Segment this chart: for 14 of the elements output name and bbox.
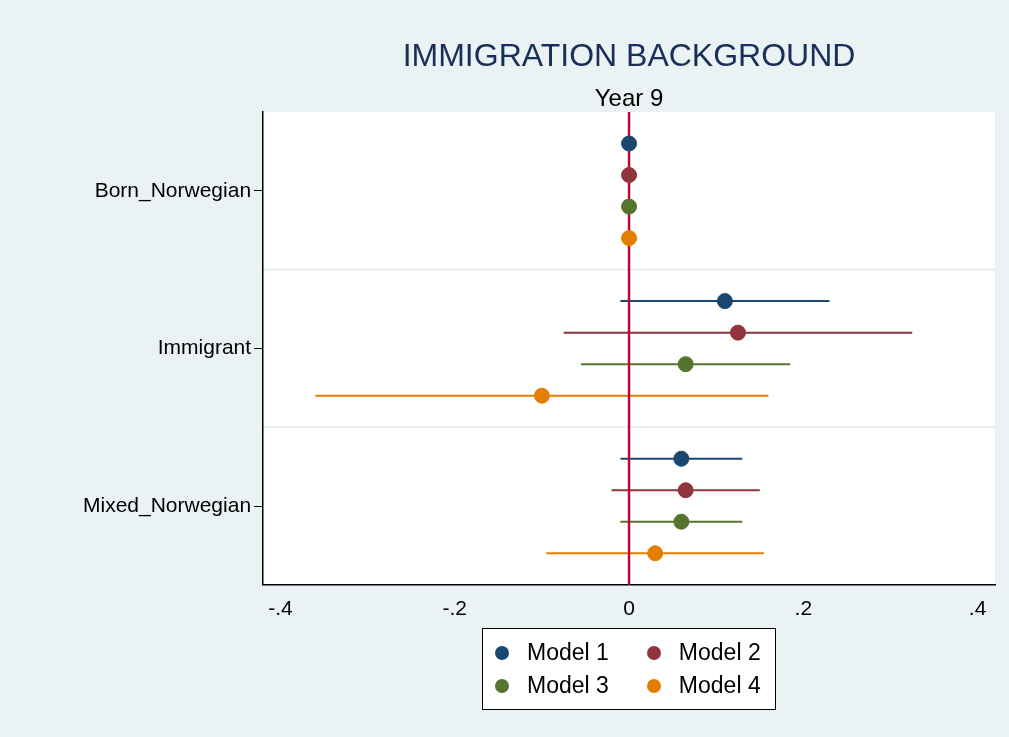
y-tick-label: Mixed_Norwegian xyxy=(82,492,252,517)
x-tick-label: -.2 xyxy=(442,596,468,620)
legend-label: Model 2 xyxy=(678,639,761,666)
y-tick-label: Born_Norwegian xyxy=(94,177,252,202)
x-tick-label: 0 xyxy=(623,596,635,620)
x-tick-label: -.4 xyxy=(268,596,294,620)
legend-label: Model 1 xyxy=(527,639,609,666)
y-tick-label: Immigrant xyxy=(157,335,252,359)
chart-title: IMMIGRATION BACKGROUND xyxy=(402,37,856,73)
x-tick-label: .4 xyxy=(968,596,987,620)
legend-label: Model 4 xyxy=(678,672,761,699)
x-tick-label: .2 xyxy=(794,596,813,620)
chart-subtitle: Year 9 xyxy=(594,84,664,111)
legend-label: Model 3 xyxy=(527,672,609,699)
